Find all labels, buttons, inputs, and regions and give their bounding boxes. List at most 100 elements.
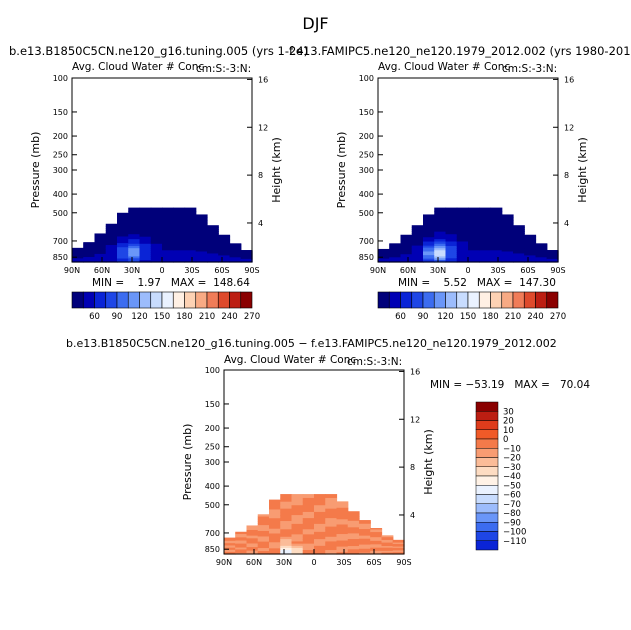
field-cell <box>224 550 236 552</box>
colorbar-label: −90 <box>503 518 521 528</box>
field-cell <box>291 543 304 547</box>
field-cell <box>314 545 326 549</box>
field-cell <box>445 223 458 227</box>
field-cell <box>513 231 525 234</box>
field-cell <box>280 534 293 538</box>
field-cell <box>83 248 96 250</box>
field-cell <box>302 526 315 530</box>
field-cell <box>381 539 394 542</box>
lat-tick-label: 30N <box>430 266 446 275</box>
colorbar-swatch <box>377 291 390 309</box>
field-cell <box>269 533 281 537</box>
field-cell <box>162 241 174 245</box>
field-cell <box>235 538 248 541</box>
field-cell <box>139 214 152 219</box>
field-cell <box>105 241 118 244</box>
field-cell <box>235 552 248 554</box>
field-cell <box>184 260 197 263</box>
field-cell <box>246 551 259 554</box>
field-cell <box>229 243 242 245</box>
field-cell <box>434 220 447 225</box>
field-cell <box>235 536 248 538</box>
field-cell <box>513 238 525 242</box>
colorbar-swatch <box>475 475 499 486</box>
field-cell <box>359 527 371 530</box>
field-cell <box>139 250 152 253</box>
field-cell <box>400 258 413 261</box>
field-cell <box>535 243 548 245</box>
field-cell <box>378 253 390 256</box>
field-cell <box>269 552 281 555</box>
colorbar-swatch <box>411 291 424 309</box>
field-cell <box>139 248 152 251</box>
field-cell <box>83 257 96 260</box>
field-cell <box>105 234 118 237</box>
field-cell <box>72 247 84 250</box>
field-cell <box>195 253 208 256</box>
pressure-tick-label: 200 <box>359 132 374 141</box>
field-cell <box>445 248 458 251</box>
field-cell <box>389 247 402 250</box>
field-cell <box>184 217 197 222</box>
field-cell <box>479 223 492 227</box>
colorbar-label: 150 <box>460 312 476 322</box>
field-cell <box>207 259 219 262</box>
field-cell <box>291 550 304 553</box>
field-cell <box>423 251 435 254</box>
field-cell <box>280 523 293 528</box>
field-cell <box>479 220 492 225</box>
field-cell <box>513 235 525 238</box>
field-cell <box>218 248 231 251</box>
field-cell <box>280 529 293 533</box>
field-cell <box>117 251 129 254</box>
field-cell <box>389 248 402 251</box>
field-cell <box>83 247 96 249</box>
field-cell <box>456 214 469 219</box>
field-cell <box>468 231 480 235</box>
field-cell <box>490 226 503 230</box>
colorbar-label: 20 <box>503 417 514 427</box>
field-cell <box>173 226 186 230</box>
field-cell <box>456 226 469 230</box>
field-cell <box>359 534 371 537</box>
field-cell <box>314 497 326 503</box>
field-cell <box>139 231 152 235</box>
field-cell <box>513 227 525 230</box>
field-cell <box>423 214 435 218</box>
field-cell <box>468 234 480 238</box>
field-cell <box>117 226 129 230</box>
field-cell <box>336 510 349 515</box>
field-cell <box>381 549 394 551</box>
field-cell <box>83 244 96 246</box>
field-cell <box>302 534 315 538</box>
field-cell <box>83 250 96 253</box>
field-cell <box>411 251 424 255</box>
field-cell <box>139 223 152 227</box>
field-cell <box>381 539 394 541</box>
field-cell <box>524 244 537 247</box>
field-cell <box>94 251 107 254</box>
field-cell <box>535 247 548 250</box>
field-cell <box>184 223 197 227</box>
field-cell <box>389 246 402 248</box>
field-cell <box>468 243 480 247</box>
panel3-subtitle-right: cm:S:-3:N: <box>347 356 403 368</box>
field-cell <box>392 547 405 550</box>
field-cell <box>434 248 447 251</box>
colorbar-swatch <box>71 291 84 309</box>
field-cell <box>139 234 152 238</box>
field-cell <box>381 545 394 547</box>
field-cell <box>423 232 435 236</box>
field-cell <box>128 260 141 263</box>
panel2-subtitle-right: cm:S:-3:N: <box>502 63 558 75</box>
field-cell <box>235 532 248 535</box>
field-cell <box>83 257 96 259</box>
field-cell <box>229 259 242 262</box>
field-cell <box>325 521 338 525</box>
field-cell <box>269 550 281 553</box>
field-cell <box>105 256 118 259</box>
field-cell <box>117 247 129 250</box>
field-cell <box>269 531 281 535</box>
field-cell <box>257 518 270 522</box>
pressure-tick-label: 500 <box>359 209 374 218</box>
